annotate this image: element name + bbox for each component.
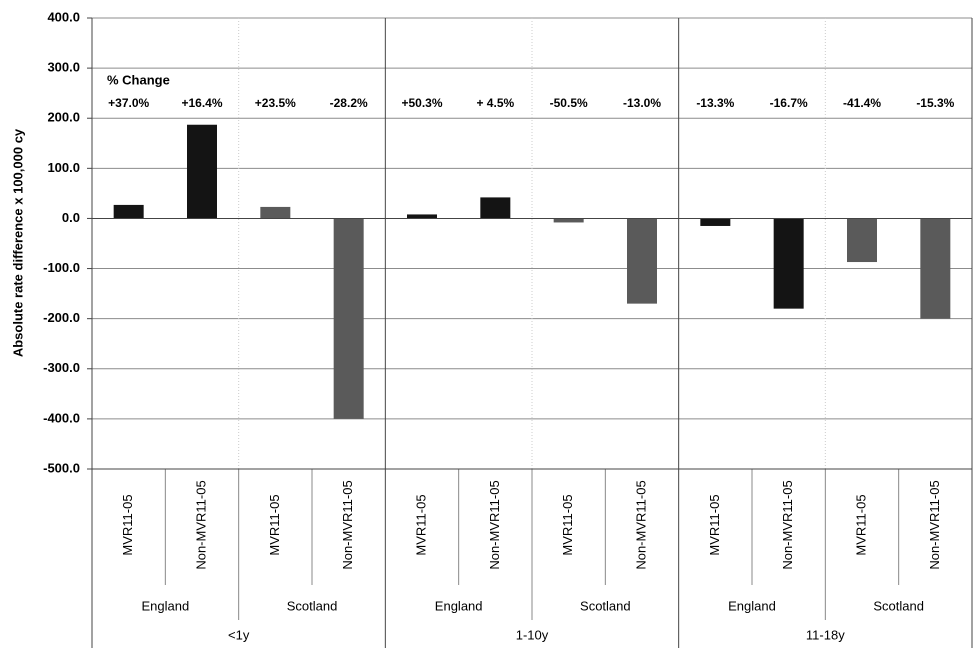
annotation: -28.2% xyxy=(330,96,368,110)
x-tick-label: Non-MVR11-05 xyxy=(633,480,648,569)
bar xyxy=(847,218,877,263)
y-tick-label: 300.0 xyxy=(47,60,80,75)
y-tick-label: -200.0 xyxy=(43,310,80,325)
x-tick-label: Non-MVR11-05 xyxy=(193,480,208,569)
y-tick-label: 0.0 xyxy=(62,210,80,225)
supergroup-label: <1y xyxy=(228,627,250,642)
y-tick-label: 400.0 xyxy=(47,9,80,24)
annotation: -50.5% xyxy=(550,96,588,110)
group-label: Scotland xyxy=(873,598,924,613)
y-tick-label: -500.0 xyxy=(43,460,80,475)
x-tick-label: MVR11-05 xyxy=(707,494,722,555)
bar xyxy=(113,204,144,219)
x-tick-label: MVR11-05 xyxy=(853,494,868,555)
annotation: + 4.5% xyxy=(476,96,514,110)
group-label: England xyxy=(728,598,776,613)
bar xyxy=(407,214,437,219)
y-axis-label: Absolute rate difference x 100,000 cy xyxy=(10,128,25,357)
group-label: England xyxy=(435,598,483,613)
x-tick-label: Non-MVR11-05 xyxy=(340,480,355,569)
y-tick-label: 200.0 xyxy=(47,110,80,125)
bar xyxy=(333,218,364,419)
x-tick-label: MVR11-05 xyxy=(413,494,428,555)
x-tick-label: MVR11-05 xyxy=(120,494,135,555)
annotation: +37.0% xyxy=(108,96,149,110)
x-tick-label: MVR11-05 xyxy=(267,494,282,555)
annotation: -16.7% xyxy=(770,96,808,110)
bar xyxy=(700,218,731,226)
y-tick-label: -400.0 xyxy=(43,410,80,425)
x-tick-label: Non-MVR11-05 xyxy=(927,480,942,569)
annotation: -41.4% xyxy=(843,96,881,110)
annotation: +23.5% xyxy=(255,96,296,110)
supergroup-label: 1-10y xyxy=(516,627,549,642)
y-tick-label: 100.0 xyxy=(47,160,80,175)
supergroup-label: 11-18y xyxy=(806,627,845,642)
group-label: England xyxy=(141,598,189,613)
annotation: +50.3% xyxy=(401,96,442,110)
annotation-title: % Change xyxy=(107,72,170,87)
group-label: Scotland xyxy=(580,598,631,613)
annotation: -15.3% xyxy=(916,96,954,110)
annotation: -13.3% xyxy=(696,96,734,110)
bar xyxy=(773,218,804,309)
annotation: -13.0% xyxy=(623,96,661,110)
y-tick-label: -300.0 xyxy=(43,360,80,375)
annotation: +16.4% xyxy=(181,96,222,110)
x-tick-label: MVR11-05 xyxy=(560,494,575,555)
bar xyxy=(627,218,657,304)
y-tick-label: -100.0 xyxy=(43,260,80,275)
x-tick-label: Non-MVR11-05 xyxy=(487,480,502,569)
x-tick-label: Non-MVR11-05 xyxy=(780,480,795,569)
bar xyxy=(187,124,217,219)
bar xyxy=(260,206,291,219)
bar xyxy=(553,218,584,223)
bar xyxy=(920,218,951,319)
group-label: Scotland xyxy=(287,598,338,613)
bar xyxy=(480,197,511,219)
